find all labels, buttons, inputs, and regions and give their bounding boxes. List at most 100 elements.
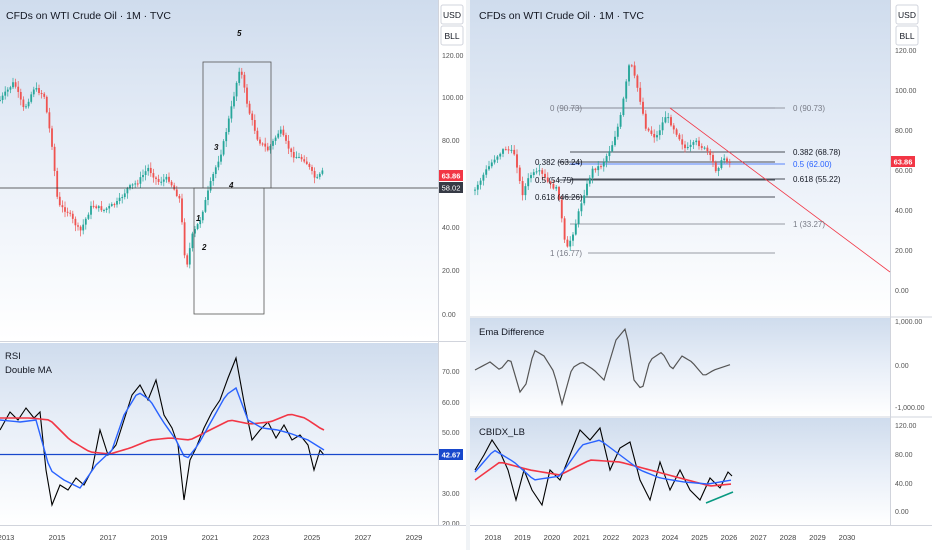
- double-ma-title: Double MA: [5, 365, 53, 376]
- cb-pane-bg: [470, 418, 890, 525]
- candle-body: [142, 174, 144, 178]
- candle-body: [474, 189, 476, 191]
- right-chart-svg[interactable]: 0 (90.73) 0.382 (68.78) 0.5 (62.00) 0.61…: [470, 0, 932, 550]
- candle-body: [527, 178, 530, 187]
- candle-body: [199, 220, 202, 225]
- fib-label-382: 0.382 (68.78): [793, 148, 841, 157]
- candle-body: [726, 158, 728, 162]
- currency-badge[interactable]: USD: [440, 4, 464, 25]
- candle-body: [614, 136, 616, 146]
- fib-left-label-1: 1 (16.77): [550, 249, 582, 258]
- candle-body: [77, 225, 79, 227]
- cb-line: [474, 426, 733, 507]
- candle-body: [240, 71, 243, 75]
- candle-body: [97, 206, 100, 209]
- wave-label-3: 3: [214, 143, 219, 152]
- time-tick: 2027: [355, 533, 372, 542]
- candle-body: [566, 239, 569, 247]
- candle-body: [287, 140, 290, 149]
- candle-body: [105, 208, 108, 210]
- time-tick: 2026: [721, 533, 738, 542]
- candle-body: [173, 185, 176, 190]
- ema-difference-line: [474, 327, 731, 407]
- candle-body: [108, 205, 111, 209]
- candle-body: [4, 91, 7, 96]
- candle-body: [58, 196, 61, 206]
- candle-body: [277, 133, 280, 138]
- candle-body: [672, 125, 675, 130]
- candle-body: [259, 139, 261, 144]
- candle-body: [630, 65, 633, 67]
- time-tick: 2021: [202, 533, 219, 542]
- candle-body: [53, 146, 56, 171]
- time-tick: 2013: [0, 533, 14, 542]
- left-chart-svg[interactable]: 1 2 3 4 5 CFDs on WTI Crude Oil · 1M · T…: [0, 0, 466, 550]
- rsi-value-label: 42.67: [439, 449, 463, 460]
- fib-levels-left: [558, 107, 775, 254]
- candle-body: [25, 106, 27, 108]
- candle-body: [574, 223, 577, 235]
- candle-body: [32, 89, 35, 95]
- rsi-tick: 60.00: [442, 400, 460, 407]
- price-tick: 20.00: [895, 248, 913, 255]
- candle-body: [656, 135, 658, 138]
- candle-body: [608, 151, 611, 157]
- panel-divider[interactable]: [466, 0, 470, 550]
- unit-badge[interactable]: BLL: [440, 25, 464, 46]
- candle-body: [194, 229, 196, 234]
- unit-badge[interactable]: BLL: [895, 25, 919, 46]
- time-tick: 2023: [253, 533, 270, 542]
- candle-body: [118, 197, 121, 202]
- unit-badge-text: BLL: [444, 31, 459, 41]
- candle-body: [69, 212, 72, 214]
- right-chart[interactable]: 0 (90.73) 0.382 (68.78) 0.5 (62.00) 0.61…: [470, 0, 932, 550]
- currency-badge[interactable]: USD: [895, 4, 919, 25]
- candle-body: [653, 133, 656, 138]
- time-tick: 2030: [839, 533, 856, 542]
- cb-tick: 80.00: [895, 452, 913, 459]
- candle-body: [186, 255, 189, 265]
- main-pane-bg: [0, 0, 438, 340]
- candle-body: [248, 103, 251, 114]
- candle-body: [87, 214, 90, 219]
- price-tick: 60.00: [895, 168, 913, 175]
- level-price-label: 58.02: [439, 182, 463, 193]
- wave-label-4: 4: [228, 181, 234, 190]
- ema-tick: -1,000.00: [895, 405, 925, 412]
- rsi-pane-bg: [0, 343, 438, 525]
- candle-body: [201, 211, 204, 221]
- time-tick: 2015: [49, 533, 66, 542]
- candle-body: [546, 177, 549, 182]
- candle-body: [217, 161, 220, 168]
- ma-slow-line: [0, 413, 325, 455]
- fib-left-label-382: 0.382 (63.24): [535, 158, 583, 167]
- candle-body: [292, 152, 295, 158]
- candle-body: [303, 159, 306, 162]
- candle-body: [605, 156, 608, 163]
- candle-body: [230, 106, 233, 119]
- candle-body: [538, 170, 541, 172]
- candle-body: [84, 218, 87, 225]
- candle-body: [160, 181, 163, 183]
- cb-slow-line: [474, 459, 732, 487]
- candle-body: [149, 167, 152, 174]
- price-tick: 100.00: [442, 95, 464, 102]
- candle-body: [178, 195, 181, 199]
- candle-body: [728, 161, 731, 163]
- candle-body: [644, 113, 647, 129]
- candle-body: [126, 188, 129, 194]
- price-tick: 80.00: [442, 138, 460, 145]
- candle-body: [233, 96, 235, 107]
- candle-body: [628, 65, 630, 82]
- time-tick: 2018: [485, 533, 502, 542]
- candle-body: [316, 176, 319, 178]
- left-chart[interactable]: 1 2 3 4 5 CFDs on WTI Crude Oil · 1M · T…: [0, 0, 466, 550]
- time-axis: 2013 2015 2017 2019 2021 2023 2025 2027 2029: [0, 533, 422, 542]
- price-tick: 0.00: [895, 288, 909, 295]
- cb-tick: 120.00: [895, 423, 917, 430]
- candle-body: [622, 98, 625, 115]
- candle-body: [162, 179, 165, 182]
- candle-body: [170, 181, 173, 186]
- candle-body: [305, 161, 308, 164]
- candle-body: [191, 233, 194, 249]
